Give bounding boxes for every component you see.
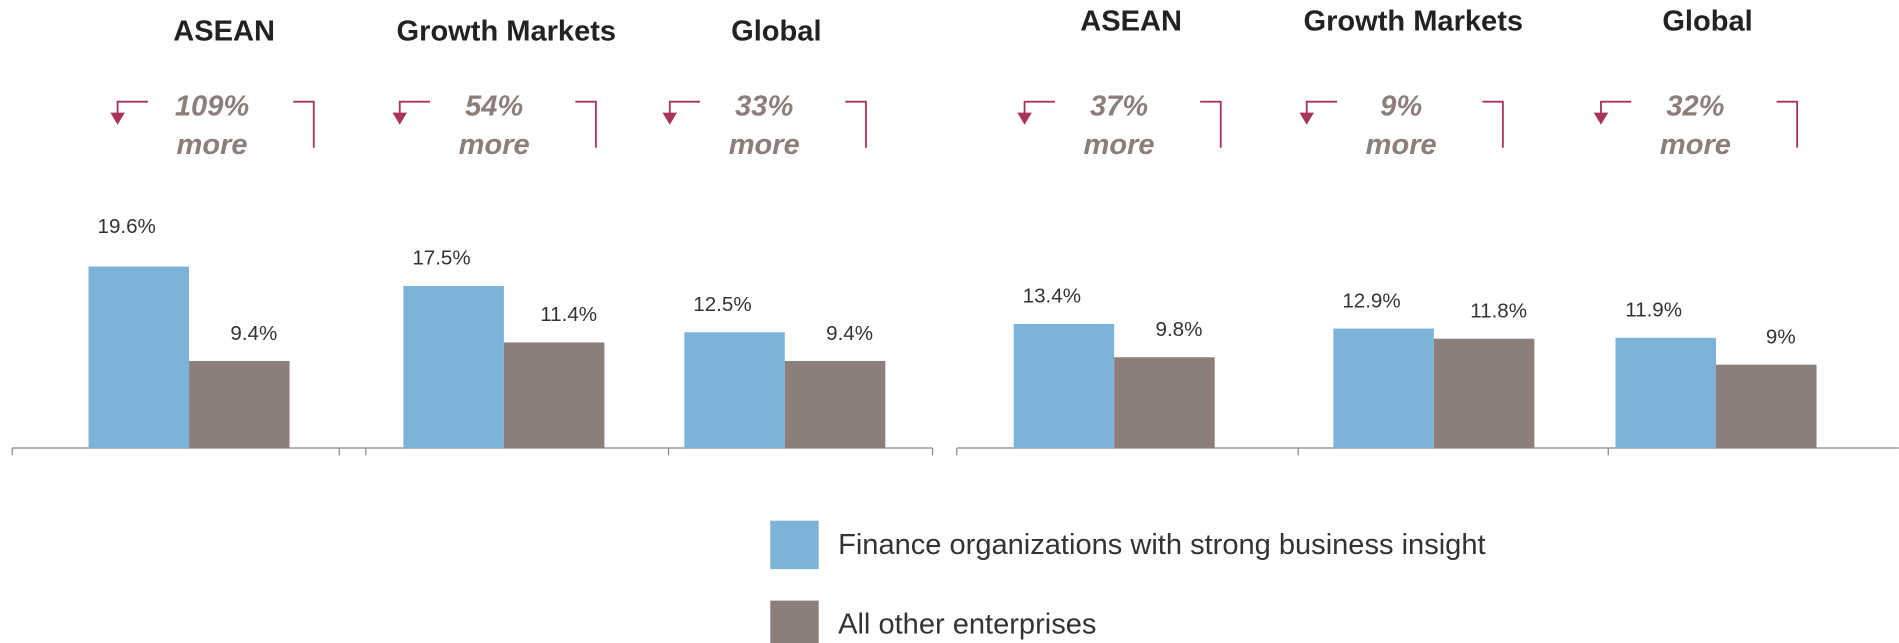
annotation: 54% <box>465 90 523 122</box>
arrow-head <box>662 112 678 125</box>
bar <box>1333 328 1434 449</box>
data-label: 11.4% <box>540 303 597 326</box>
bracket <box>116 100 148 117</box>
bracket <box>293 100 315 148</box>
group-title: Global <box>1662 6 1752 38</box>
data-label: 12.9% <box>1342 289 1400 312</box>
data-label: 9.8% <box>1156 318 1203 341</box>
arrow-head <box>1017 112 1032 125</box>
data-label: 12.5% <box>693 293 751 316</box>
bar <box>189 360 290 449</box>
bracket <box>1023 100 1055 117</box>
bar <box>1716 364 1817 449</box>
annotation: more <box>1084 129 1155 161</box>
group-title: ASEAN <box>173 15 275 47</box>
bracket <box>1482 100 1504 148</box>
legend-label: All other enterprises <box>838 609 1096 641</box>
annotation: more <box>177 129 248 161</box>
bar <box>403 285 504 449</box>
data-label: 9.4% <box>826 322 873 345</box>
annotation: more <box>1366 129 1437 161</box>
bracket <box>1776 100 1799 148</box>
bar <box>1013 323 1115 449</box>
bracket <box>1600 100 1632 117</box>
legend-swatch <box>770 600 819 643</box>
arrow-head <box>1593 112 1609 125</box>
annotation: 37% <box>1090 90 1148 122</box>
annotation: 32% <box>1666 90 1724 122</box>
group-title: Growth Markets <box>397 15 617 47</box>
bar <box>1433 338 1535 449</box>
bar <box>784 360 886 449</box>
axis <box>11 447 1899 456</box>
arrow-head <box>110 112 125 125</box>
bracket <box>668 100 701 117</box>
data-label: 9.4% <box>230 322 277 345</box>
bar <box>1615 337 1717 449</box>
bracket <box>1200 100 1222 148</box>
annotation: more <box>1660 129 1731 161</box>
annotation: 33% <box>735 90 793 122</box>
annotation: more <box>729 129 800 161</box>
group-title: Global <box>731 15 821 47</box>
group-title: Growth Markets <box>1304 6 1524 38</box>
group-title: ASEAN <box>1080 6 1182 38</box>
annotation: 109% <box>175 90 249 122</box>
bar <box>503 342 605 449</box>
bar <box>1114 357 1215 449</box>
data-label: 9% <box>1766 325 1796 348</box>
annotation: 9% <box>1380 90 1422 122</box>
data-label: 11.8% <box>1470 300 1527 323</box>
data-label: 11.9% <box>1625 299 1682 322</box>
data-label: 19.6% <box>97 215 155 238</box>
bar <box>684 332 785 449</box>
bracket <box>1305 100 1337 117</box>
data-label: 17.5% <box>412 247 470 270</box>
bar <box>88 266 190 449</box>
bracket <box>398 100 431 117</box>
data-label: 13.4% <box>1023 285 1081 308</box>
legend-swatch <box>770 520 819 570</box>
arrow-head <box>392 112 408 125</box>
bracket <box>575 100 597 148</box>
legend-label: Finance organizations with strong busine… <box>838 529 1485 561</box>
annotation: more <box>459 129 530 161</box>
arrow-head <box>1299 112 1314 125</box>
bracket <box>845 100 867 148</box>
